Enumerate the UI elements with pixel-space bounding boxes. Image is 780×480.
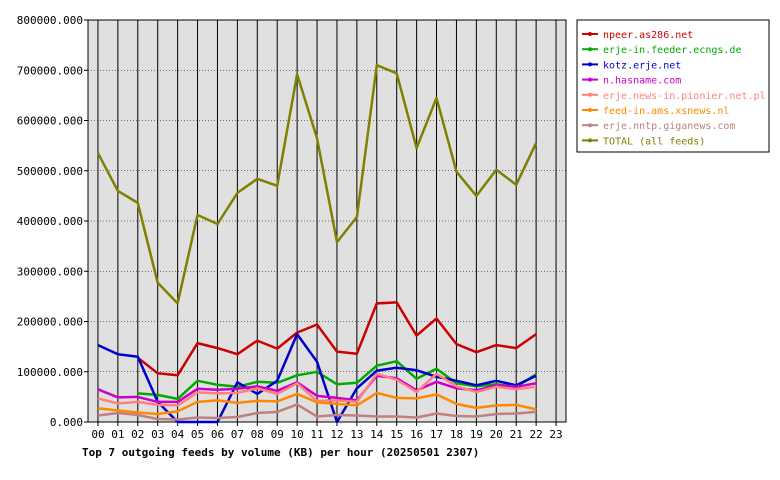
- x-tick-label: 23: [549, 428, 562, 441]
- series-line-5: [97, 391, 537, 416]
- y-tick-label: 100000.000: [17, 366, 83, 379]
- x-tick-label: 14: [370, 428, 384, 441]
- legend-label: erje.nntp.giganews.com: [603, 121, 735, 132]
- legend-marker: [588, 108, 592, 112]
- legend-label: TOTAL (all feeds): [603, 136, 705, 147]
- series-line-2: [97, 332, 537, 424]
- x-tick-label: 04: [171, 428, 185, 441]
- y-tick-label: 600000.000: [17, 115, 83, 128]
- x-tick-label: 21: [510, 428, 523, 441]
- x-tick-label: 00: [91, 428, 104, 441]
- x-axis-ticks: 00 01 02 03 04 05 06 07 08 09 10 11 12 13 14 15 16 17 18 19…: [91, 422, 563, 441]
- x-tick-label: 07: [231, 428, 244, 441]
- x-tick-label: 15: [390, 428, 403, 441]
- legend-marker: [588, 32, 592, 36]
- y-tick-label: 0.000: [50, 416, 83, 429]
- x-tick-label: 19: [470, 428, 483, 441]
- legend-box: [576, 19, 770, 153]
- x-tick-label: 16: [410, 428, 423, 441]
- legend-label: feed-in.ams.xsnews.nl: [603, 106, 729, 117]
- series-line-6: [97, 403, 537, 421]
- x-tick-label: 18: [450, 428, 463, 441]
- legend-label: kotz.erje.net: [603, 60, 681, 71]
- x-tick-label: 06: [211, 428, 224, 441]
- plot-area: [87, 19, 567, 423]
- x-tick-label: 03: [151, 428, 164, 441]
- y-tick-label: 700000.000: [17, 64, 83, 77]
- legend-marker: [588, 62, 592, 67]
- x-tick-label: 13: [350, 428, 363, 441]
- x-tick-label: 02: [131, 428, 144, 441]
- series-line-4: [97, 372, 537, 407]
- grid: [88, 19, 566, 423]
- y-tick-label: 300000.000: [17, 265, 83, 278]
- y-tick-label: 400000.000: [17, 215, 83, 228]
- x-tick-label: 08: [251, 428, 264, 441]
- y-axis-ticks: 0.000 100000.000 200000.000 300000.000 40000…: [17, 14, 88, 429]
- y-tick-label: 500000.000: [17, 165, 83, 178]
- legend-marker: [588, 138, 592, 143]
- series-line-0: [137, 301, 537, 377]
- series-line-7: [96, 63, 538, 305]
- legend-label: n.hasname.com: [603, 76, 681, 87]
- legend-label: erje.news-in.pionier.net.pl: [603, 91, 766, 102]
- legend-marker: [588, 92, 592, 97]
- x-tick-label: 12: [330, 428, 343, 441]
- plot-background: [87, 19, 567, 423]
- legend-marker: [588, 47, 592, 52]
- x-tick-label: 20: [490, 428, 503, 441]
- y-tick-label: 200000.000: [17, 316, 83, 329]
- x-tick-label: 11: [310, 428, 323, 441]
- chart-title: Top 7 outgoing feeds by volume (KB) per …: [82, 446, 479, 459]
- x-tick-label: 01: [111, 428, 124, 441]
- legend-marker: [588, 77, 592, 82]
- x-tick-label: 09: [271, 428, 284, 441]
- series-line-1: [137, 359, 537, 401]
- x-tick-label: 17: [430, 428, 443, 441]
- legend-label: npeer.as286.net: [603, 30, 693, 41]
- y-tick-label: 800000.000: [17, 14, 83, 27]
- series-lines: [96, 63, 538, 424]
- x-tick-label: 05: [191, 428, 204, 441]
- legend-label: erje-in.feeder.ecngs.de: [603, 45, 741, 56]
- x-tick-label: 22: [530, 428, 543, 441]
- legend-marker: [588, 123, 592, 128]
- x-tick-label: 10: [291, 428, 304, 441]
- legend: npeer.as286.net erje-in.feeder.ecngs.de ko…: [576, 19, 770, 153]
